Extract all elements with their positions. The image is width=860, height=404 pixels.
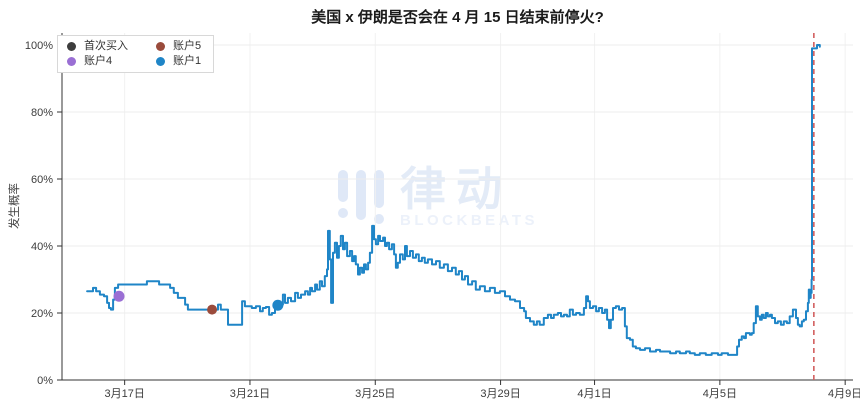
legend-label-first-buy: 首次买入 xyxy=(84,40,128,52)
x-tick-label: 4月1日 xyxy=(577,388,611,400)
y-tick-label: 40% xyxy=(31,241,53,253)
legend-label-account4: 账户4 xyxy=(84,55,113,67)
legend-label-account5: 账户5 xyxy=(173,40,202,52)
marker-account5 xyxy=(207,304,218,315)
x-tick-label: 3月21日 xyxy=(230,388,270,400)
legend-dot-account4 xyxy=(67,57,76,66)
y-tick-label: 60% xyxy=(31,174,53,186)
x-tick-label: 4月5日 xyxy=(703,388,737,400)
legend-label-account1: 账户1 xyxy=(173,55,202,67)
legend-dot-first-buy xyxy=(67,42,76,51)
x-tick-label: 3月17日 xyxy=(104,388,144,400)
marker-account1 xyxy=(272,299,284,311)
x-tick-label: 3月25日 xyxy=(355,388,395,400)
x-tick-label: 3月29日 xyxy=(480,388,520,400)
y-tick-label: 80% xyxy=(31,107,53,119)
legend-item-account1[interactable]: 账户1 xyxy=(156,55,201,68)
legend-item-account5[interactable]: 账户5 xyxy=(156,40,201,53)
legend-dot-account5 xyxy=(156,42,165,51)
y-tick-label: 20% xyxy=(31,308,53,320)
legend-item-account4[interactable]: 账户4 xyxy=(67,55,128,68)
legend-item-first-buy[interactable]: 首次买入 xyxy=(67,40,128,53)
y-tick-label: 0% xyxy=(37,375,53,387)
series-line-账户1 xyxy=(86,44,821,356)
legend-dot-account1 xyxy=(156,57,165,66)
marker-account4 xyxy=(113,290,125,302)
chart-title: 美国 x 伊朗是否会在 4 月 15 日结束前停火? xyxy=(311,9,604,26)
y-tick-label: 100% xyxy=(25,40,53,52)
y-axis-label: 发生概率 xyxy=(9,183,21,229)
x-tick-label: 4月9日 xyxy=(828,388,860,400)
legend: 首次买入 账户5 账户4 账户1 xyxy=(57,35,215,73)
